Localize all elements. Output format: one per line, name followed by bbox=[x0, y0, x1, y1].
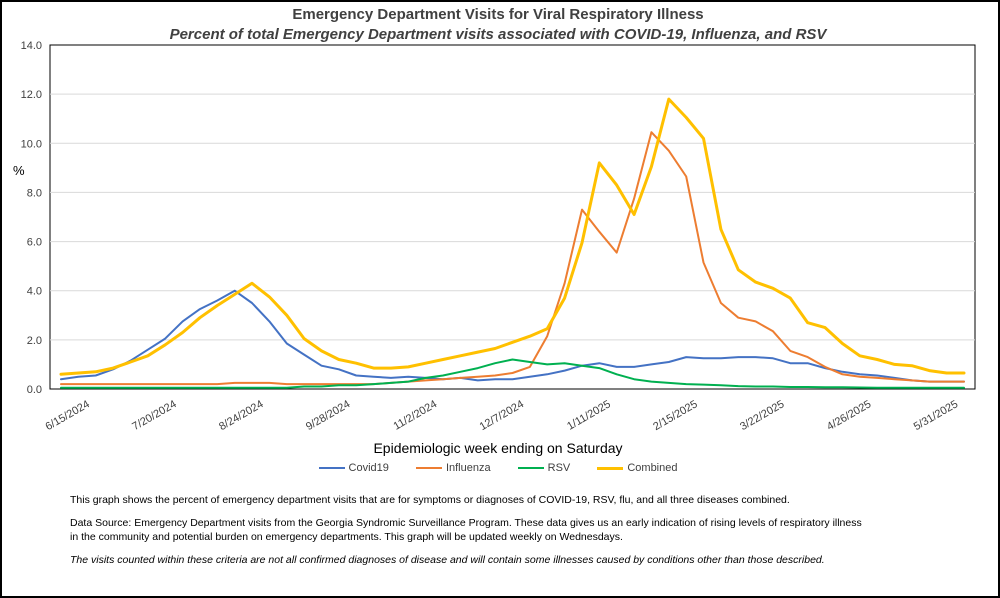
x-tick-label: 7/20/2024 bbox=[130, 398, 178, 433]
x-tick-label: 3/22/2025 bbox=[738, 398, 786, 433]
plot-area bbox=[49, 44, 976, 390]
series-line-rsv bbox=[60, 358, 965, 389]
line-chart: 0.0 2.0 4.0 6.0 8.0 10.0 12.0 14.0% 6/15/2024 7/2… bbox=[13, 40, 976, 433]
legend-swatch-rsv bbox=[517, 467, 544, 470]
legend: Covid19 Influenza RSV Combined bbox=[0, 462, 996, 474]
y-tick-label: 0.0 bbox=[27, 384, 42, 396]
legend-label-rsv: RSV bbox=[547, 462, 571, 474]
chart-notes: This graph shows the percent of emergenc… bbox=[70, 493, 870, 576]
x-tick-label: 4/26/2025 bbox=[825, 398, 873, 433]
note-description: This graph shows the percent of emergenc… bbox=[70, 494, 790, 506]
y-tick-label: 8.0 bbox=[27, 187, 42, 199]
legend-item-influenza: Influenza bbox=[415, 462, 491, 474]
x-tick-label: 2/15/2025 bbox=[651, 398, 699, 433]
legend-swatch-covid19 bbox=[318, 467, 345, 470]
series-line-influenza bbox=[60, 131, 965, 386]
legend-item-combined: Combined bbox=[597, 462, 677, 474]
y-tick-label: 12.0 bbox=[21, 89, 42, 101]
note-data-source: Data Source: Emergency Department visits… bbox=[70, 517, 862, 543]
y-tick-label: 14.0 bbox=[21, 40, 42, 52]
series-line-covid19 bbox=[60, 289, 965, 383]
x-tick-label: 1/11/2025 bbox=[565, 398, 613, 432]
legend-label-covid19: Covid19 bbox=[348, 462, 389, 474]
chart-subtitle: Percent of total Emergency Department vi… bbox=[169, 26, 827, 43]
legend-label-influenza: Influenza bbox=[445, 462, 491, 474]
legend-item-rsv: RSV bbox=[517, 462, 571, 474]
x-tick-label: 5/31/2025 bbox=[912, 398, 960, 433]
x-tick-label: 8/24/2024 bbox=[217, 398, 265, 433]
series-line-combined bbox=[59, 97, 966, 376]
y-tick-label: 2.0 bbox=[27, 335, 42, 347]
y-tick-label: 6.0 bbox=[27, 237, 42, 249]
y-tick-label: 10.0 bbox=[21, 138, 42, 150]
chart-title: Emergency Department Visits for Viral Re… bbox=[292, 6, 704, 23]
legend-swatch-influenza bbox=[415, 467, 442, 470]
x-tick-label: 11/2/2024 bbox=[391, 398, 439, 432]
legend-item-covid19: Covid19 bbox=[318, 462, 389, 474]
x-tick-label: 9/28/2024 bbox=[304, 398, 352, 433]
y-tick-label: 4.0 bbox=[27, 286, 42, 298]
y-axis-label: % bbox=[13, 163, 25, 178]
x-tick-label: 12/7/2024 bbox=[478, 398, 526, 433]
legend-swatch-combined bbox=[597, 466, 624, 470]
note-disclaimer: The visits counted within these criteria… bbox=[70, 554, 825, 566]
x-axis-label: Epidemiologic week ending on Saturday bbox=[373, 440, 623, 456]
x-tick-label: 6/15/2024 bbox=[43, 398, 91, 433]
legend-label-combined: Combined bbox=[627, 462, 678, 474]
